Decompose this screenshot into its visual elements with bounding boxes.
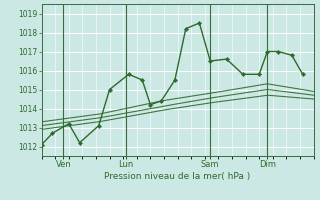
X-axis label: Pression niveau de la mer( hPa ): Pression niveau de la mer( hPa )	[104, 172, 251, 181]
